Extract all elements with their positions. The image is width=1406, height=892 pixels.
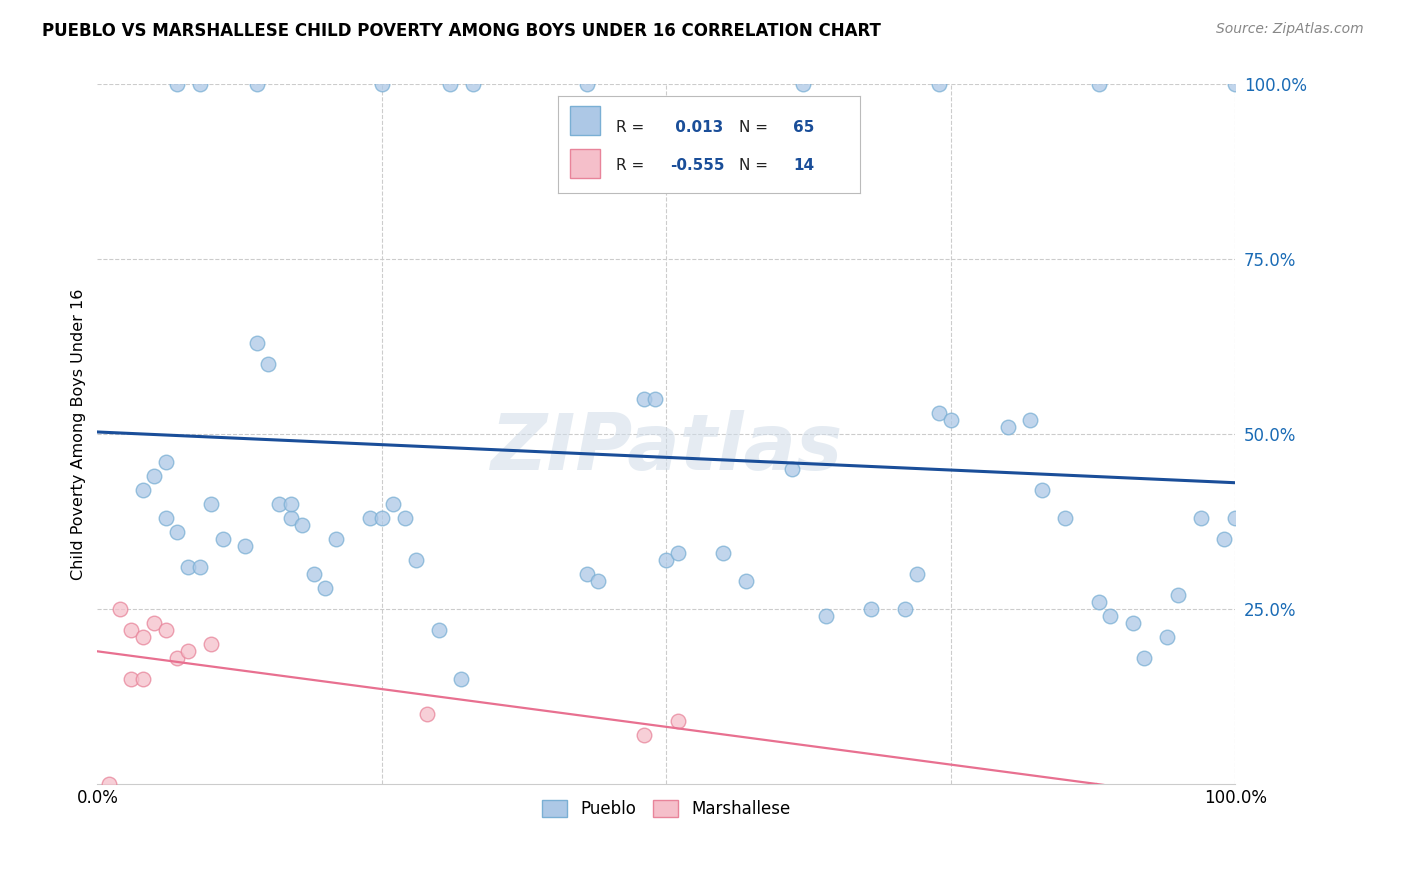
Point bbox=[633, 392, 655, 406]
Point bbox=[371, 78, 394, 92]
Point bbox=[1213, 532, 1236, 546]
Point bbox=[257, 357, 280, 371]
Text: Source: ZipAtlas.com: Source: ZipAtlas.com bbox=[1216, 22, 1364, 37]
Point bbox=[314, 581, 336, 595]
Point bbox=[894, 602, 917, 616]
Point bbox=[211, 532, 233, 546]
Point bbox=[200, 497, 222, 511]
Point bbox=[233, 539, 256, 553]
Point bbox=[132, 630, 155, 644]
Point bbox=[427, 623, 450, 637]
Point bbox=[905, 566, 928, 581]
Point bbox=[188, 560, 211, 574]
Point bbox=[792, 78, 814, 92]
Point bbox=[246, 336, 269, 351]
Point bbox=[928, 406, 950, 420]
Point bbox=[1167, 588, 1189, 602]
Point bbox=[575, 78, 598, 92]
Point bbox=[166, 78, 188, 92]
Point bbox=[1225, 511, 1247, 525]
Point bbox=[246, 78, 269, 92]
Point bbox=[1031, 483, 1053, 497]
Point bbox=[997, 420, 1019, 434]
Point bbox=[302, 566, 325, 581]
Point bbox=[155, 623, 177, 637]
Point bbox=[166, 651, 188, 665]
Point bbox=[939, 413, 962, 427]
Point bbox=[666, 546, 689, 560]
Point bbox=[1019, 413, 1042, 427]
Point bbox=[450, 672, 472, 686]
Point bbox=[382, 497, 405, 511]
Point bbox=[291, 518, 314, 533]
Point bbox=[269, 497, 291, 511]
Point bbox=[155, 455, 177, 469]
Point bbox=[655, 553, 678, 567]
Y-axis label: Child Poverty Among Boys Under 16: Child Poverty Among Boys Under 16 bbox=[72, 288, 86, 580]
Point bbox=[780, 462, 803, 476]
Point bbox=[1225, 78, 1247, 92]
Point bbox=[280, 497, 302, 511]
Point bbox=[1156, 630, 1178, 644]
Point bbox=[586, 574, 609, 588]
Point bbox=[928, 78, 950, 92]
Point bbox=[575, 566, 598, 581]
Point bbox=[121, 623, 143, 637]
Point bbox=[405, 553, 427, 567]
Point bbox=[711, 546, 734, 560]
Legend: Pueblo, Marshallese: Pueblo, Marshallese bbox=[536, 793, 797, 824]
Point bbox=[1099, 608, 1122, 623]
Point bbox=[166, 524, 188, 539]
Point bbox=[177, 644, 200, 658]
Point bbox=[143, 615, 166, 630]
Point bbox=[1087, 595, 1109, 609]
Point bbox=[416, 706, 439, 721]
Point bbox=[155, 511, 177, 525]
Point bbox=[200, 637, 222, 651]
Point bbox=[644, 392, 666, 406]
Text: PUEBLO VS MARSHALLESE CHILD POVERTY AMONG BOYS UNDER 16 CORRELATION CHART: PUEBLO VS MARSHALLESE CHILD POVERTY AMON… bbox=[42, 22, 882, 40]
Point bbox=[735, 574, 758, 588]
Point bbox=[1087, 78, 1109, 92]
Point bbox=[371, 511, 394, 525]
Point bbox=[666, 714, 689, 728]
Point bbox=[132, 483, 155, 497]
Point bbox=[188, 78, 211, 92]
Point bbox=[394, 511, 416, 525]
Point bbox=[359, 511, 381, 525]
Point bbox=[121, 672, 143, 686]
Point bbox=[325, 532, 347, 546]
Point bbox=[1053, 511, 1076, 525]
Point bbox=[97, 777, 120, 791]
Point bbox=[860, 602, 883, 616]
Point bbox=[1133, 651, 1156, 665]
Point bbox=[177, 560, 200, 574]
Text: ZIPatlas: ZIPatlas bbox=[491, 410, 842, 486]
Point bbox=[143, 469, 166, 483]
Point bbox=[814, 608, 837, 623]
Point bbox=[439, 78, 461, 92]
Point bbox=[1122, 615, 1144, 630]
Point bbox=[280, 511, 302, 525]
Point bbox=[132, 672, 155, 686]
Point bbox=[108, 602, 131, 616]
Point bbox=[633, 728, 655, 742]
Point bbox=[461, 78, 484, 92]
Point bbox=[1189, 511, 1212, 525]
